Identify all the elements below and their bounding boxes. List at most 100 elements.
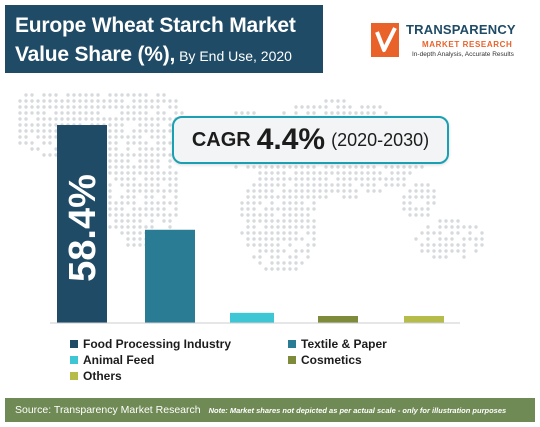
map-dot bbox=[174, 111, 178, 115]
map-dot bbox=[30, 99, 34, 103]
map-dot bbox=[300, 189, 304, 193]
map-dot bbox=[282, 213, 286, 217]
map-dot bbox=[138, 171, 142, 175]
map-dot bbox=[156, 129, 160, 133]
map-dot bbox=[132, 195, 136, 199]
map-dot bbox=[54, 123, 58, 127]
map-dot bbox=[312, 225, 316, 229]
map-dot bbox=[426, 183, 430, 187]
map-dot bbox=[156, 183, 160, 187]
map-dot bbox=[66, 99, 70, 103]
map-dot bbox=[18, 129, 22, 133]
chart-title-line2-rest: By End Use, 2020 (E) bbox=[15, 48, 292, 93]
map-dot bbox=[354, 189, 358, 193]
map-dot bbox=[330, 99, 334, 103]
map-dot bbox=[318, 189, 322, 193]
map-dot bbox=[120, 225, 124, 229]
map-dot bbox=[144, 213, 148, 217]
map-dot bbox=[390, 183, 394, 187]
map-dot bbox=[462, 243, 466, 247]
map-dot bbox=[342, 111, 346, 115]
map-dot bbox=[258, 249, 262, 253]
map-dot bbox=[282, 201, 286, 205]
map-dot bbox=[306, 231, 310, 235]
map-dot bbox=[132, 99, 136, 103]
map-dot bbox=[150, 117, 154, 121]
map-dot bbox=[306, 255, 310, 259]
map-dot bbox=[312, 201, 316, 205]
map-dot bbox=[258, 177, 262, 181]
map-dot bbox=[432, 243, 436, 247]
map-dot bbox=[276, 243, 280, 247]
map-dot bbox=[378, 171, 382, 175]
map-dot bbox=[90, 111, 94, 115]
map-dot bbox=[258, 261, 262, 265]
map-dot bbox=[156, 153, 160, 157]
bar-textile-paper bbox=[145, 229, 195, 323]
map-dot bbox=[270, 183, 274, 187]
map-dot bbox=[126, 189, 130, 193]
map-dot bbox=[390, 177, 394, 181]
map-dot bbox=[108, 117, 112, 121]
map-dot bbox=[330, 183, 334, 187]
map-dot bbox=[306, 183, 310, 187]
map-dot bbox=[144, 207, 148, 211]
map-dot bbox=[294, 219, 298, 223]
map-dot bbox=[372, 111, 376, 115]
map-dot bbox=[282, 267, 286, 271]
map-dot bbox=[378, 189, 382, 193]
map-dot bbox=[138, 141, 142, 145]
map-dot bbox=[162, 93, 166, 97]
map-dot bbox=[306, 171, 310, 175]
map-dot bbox=[162, 147, 166, 151]
map-dot bbox=[372, 171, 376, 175]
map-dot bbox=[168, 213, 172, 217]
map-dot bbox=[252, 225, 256, 229]
map-dot bbox=[300, 165, 304, 169]
map-dot bbox=[360, 171, 364, 175]
map-dot bbox=[78, 117, 82, 121]
map-dot bbox=[18, 117, 22, 121]
map-dot bbox=[168, 177, 172, 181]
map-dot bbox=[414, 207, 418, 211]
map-dot bbox=[24, 105, 28, 109]
map-dot bbox=[96, 117, 100, 121]
map-dot bbox=[114, 135, 118, 139]
map-dot bbox=[42, 153, 46, 157]
map-dot bbox=[234, 165, 238, 169]
map-dot bbox=[420, 195, 424, 199]
map-dot bbox=[426, 207, 430, 211]
map-dot bbox=[156, 147, 160, 151]
map-dot bbox=[150, 171, 154, 175]
map-dot bbox=[258, 255, 262, 259]
map-dot bbox=[444, 219, 448, 223]
map-dot bbox=[162, 129, 166, 133]
map-dot bbox=[318, 171, 322, 175]
map-dot bbox=[360, 111, 364, 115]
map-dot bbox=[264, 207, 268, 211]
map-dot bbox=[150, 129, 154, 133]
map-dot bbox=[174, 171, 178, 175]
map-dot bbox=[456, 219, 460, 223]
map-dot bbox=[330, 165, 334, 169]
map-dot bbox=[84, 111, 88, 115]
map-dot bbox=[396, 177, 400, 181]
cagr-callout: CAGR 4.4% (2020-2030) bbox=[172, 116, 449, 164]
map-dot bbox=[342, 189, 346, 193]
map-dot bbox=[114, 159, 118, 163]
map-dot bbox=[294, 195, 298, 199]
map-dot bbox=[468, 225, 472, 229]
map-dot bbox=[246, 111, 250, 115]
map-dot bbox=[246, 195, 250, 199]
map-dot bbox=[162, 171, 166, 175]
legend-item-cosmetics: Cosmetics bbox=[288, 353, 362, 367]
legend-label: Food Processing Industry bbox=[83, 337, 232, 351]
map-dot bbox=[138, 189, 142, 193]
map-dot bbox=[432, 195, 436, 199]
map-dot bbox=[270, 177, 274, 181]
map-dot bbox=[294, 213, 298, 217]
map-dot bbox=[132, 111, 136, 115]
map-dot bbox=[132, 135, 136, 139]
map-dot bbox=[72, 111, 76, 115]
map-dot bbox=[168, 117, 172, 121]
